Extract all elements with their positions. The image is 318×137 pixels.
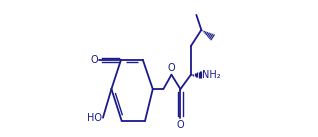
Text: O: O — [168, 63, 175, 73]
Text: NH₂: NH₂ — [202, 70, 221, 80]
Text: O: O — [90, 55, 98, 65]
Text: O: O — [176, 120, 184, 130]
Text: HO: HO — [87, 113, 102, 123]
